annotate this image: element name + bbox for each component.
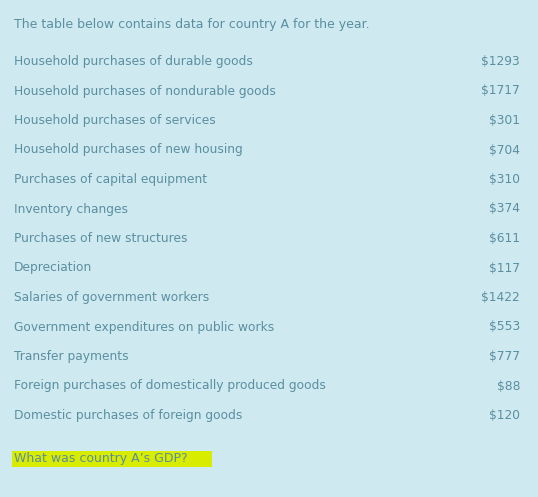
Text: $1717: $1717 [482, 84, 520, 97]
Text: Depreciation: Depreciation [14, 261, 92, 274]
Text: $374: $374 [489, 202, 520, 216]
Text: Household purchases of nondurable goods: Household purchases of nondurable goods [14, 84, 276, 97]
Text: $553: $553 [489, 321, 520, 333]
Text: The table below contains data for country A for the year.: The table below contains data for countr… [14, 18, 370, 31]
Text: Foreign purchases of domestically produced goods: Foreign purchases of domestically produc… [14, 380, 326, 393]
Text: Domestic purchases of foreign goods: Domestic purchases of foreign goods [14, 409, 243, 422]
Text: $310: $310 [489, 173, 520, 186]
Text: Household purchases of new housing: Household purchases of new housing [14, 144, 243, 157]
Text: Household purchases of durable goods: Household purchases of durable goods [14, 55, 253, 68]
Text: Government expenditures on public works: Government expenditures on public works [14, 321, 274, 333]
Text: Household purchases of services: Household purchases of services [14, 114, 216, 127]
Text: Transfer payments: Transfer payments [14, 350, 129, 363]
Text: $777: $777 [489, 350, 520, 363]
Text: $120: $120 [489, 409, 520, 422]
Text: Salaries of government workers: Salaries of government workers [14, 291, 209, 304]
Text: $301: $301 [489, 114, 520, 127]
Text: $117: $117 [489, 261, 520, 274]
FancyBboxPatch shape [12, 451, 212, 467]
Text: $704: $704 [489, 144, 520, 157]
Text: What was country A’s GDP?: What was country A’s GDP? [14, 452, 188, 465]
Text: $1422: $1422 [482, 291, 520, 304]
Text: Inventory changes: Inventory changes [14, 202, 128, 216]
Text: $88: $88 [497, 380, 520, 393]
Text: Purchases of capital equipment: Purchases of capital equipment [14, 173, 207, 186]
Text: $1293: $1293 [482, 55, 520, 68]
Text: Purchases of new structures: Purchases of new structures [14, 232, 188, 245]
Text: $611: $611 [489, 232, 520, 245]
